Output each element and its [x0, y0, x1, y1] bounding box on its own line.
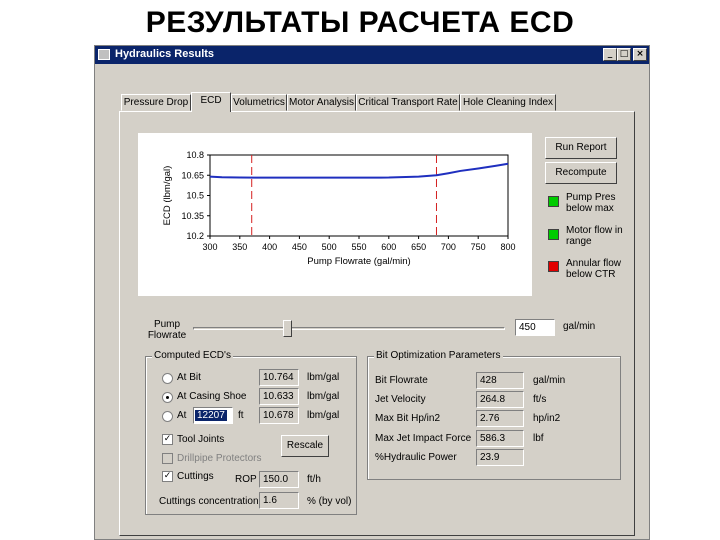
rop-value[interactable]: 150.0: [259, 471, 299, 488]
tool-joints-label: Tool Joints: [177, 434, 225, 445]
tab-critical-transport-rate[interactable]: Critical Transport Rate: [356, 94, 460, 111]
rop-label: ROP: [235, 474, 257, 485]
jet-velocity-unit: ft/s: [533, 394, 547, 405]
at-casing-shoe-unit: lbm/gal: [307, 391, 340, 402]
bit-flowrate-unit: gal/min: [533, 375, 566, 386]
depth-unit: ft: [238, 410, 244, 421]
y-tick-label: 10.2: [186, 231, 204, 241]
tab-pressure-drop[interactable]: Pressure Drop: [121, 94, 191, 111]
max-bit-hp-label: Max Bit Hp/in2: [375, 413, 441, 424]
x-tick-label: 550: [351, 242, 366, 252]
close-button[interactable]: ×: [633, 48, 647, 61]
depth-input[interactable]: 12207: [193, 407, 233, 424]
bit-flowrate-value: 428: [476, 372, 524, 389]
tab-volumetrics[interactable]: Volumetrics: [231, 94, 287, 111]
computed-ecds-title: Computed ECD's: [152, 350, 233, 361]
cuttings-concentration-value: 1.6: [259, 492, 299, 509]
max-jet-impact-label: Max Jet Impact Force: [375, 433, 472, 444]
max-jet-impact-value: 586.3: [476, 430, 524, 447]
drillpipe-protectors-label: Drillpipe Protectors: [177, 453, 262, 464]
ecd-chart-svg: 300 350 400 450 500 550 600 650 700 750 800 10.8 10.…: [162, 150, 516, 267]
x-tick-label: 500: [322, 242, 337, 252]
y-tick-label: 10.5: [186, 191, 204, 201]
pump-pressure-indicator: [548, 196, 559, 207]
title-bar[interactable]: Hydraulics Results _ □ ×: [95, 46, 649, 64]
minimize-button[interactable]: _: [603, 48, 617, 61]
bit-optimization-group: Bit Optimization Parameters: [367, 350, 621, 480]
tab-hole-cleaning-index[interactable]: Hole Cleaning Index: [460, 94, 556, 111]
x-tick-label: 300: [202, 242, 217, 252]
at-bit-label: At Bit: [177, 372, 201, 383]
at-casing-shoe-label: At Casing Shoe: [177, 391, 247, 402]
tab-motor-analysis[interactable]: Motor Analysis: [287, 94, 356, 111]
drillpipe-protectors-checkbox[interactable]: [162, 453, 173, 464]
x-tick-label: 450: [292, 242, 307, 252]
tool-joints-checkbox[interactable]: ✓: [162, 434, 173, 445]
maximize-button[interactable]: □: [617, 48, 631, 61]
at-bit-ecd-value: 10.764: [259, 369, 299, 386]
annular-flow-indicator-label: Annular flow below CTR: [566, 258, 622, 280]
hydraulic-power-label: %Hydraulic Power: [375, 452, 457, 463]
y-tick-label: 10.65: [181, 170, 204, 180]
at-depth-radio[interactable]: [162, 411, 173, 422]
window-title: Hydraulics Results: [115, 48, 215, 60]
motor-flow-indicator: [548, 229, 559, 240]
bit-flowrate-label: Bit Flowrate: [375, 375, 428, 386]
y-axis-label: ECD (lbm/gal): [162, 166, 173, 226]
max-bit-hp-unit: hp/in2: [533, 413, 561, 424]
x-tick-label: 400: [262, 242, 277, 252]
app-icon: [98, 49, 110, 60]
ecd-tab-panel: [119, 111, 635, 536]
at-casing-shoe-ecd-value: 10.633: [259, 388, 299, 405]
jet-velocity-value: 264.8: [476, 391, 524, 408]
pump-flowrate-input[interactable]: 450: [515, 319, 555, 336]
plot-area: [209, 154, 509, 237]
rescale-button[interactable]: Rescale: [281, 435, 329, 457]
ecd-chart: 300 350 400 450 500 550 600 650 700 750 800 10.8 10.…: [138, 133, 532, 296]
y-tick-label: 10.8: [186, 150, 204, 160]
x-tick-label: 600: [381, 242, 396, 252]
at-bit-radio[interactable]: [162, 373, 173, 384]
max-jet-impact-unit: lbf: [533, 433, 544, 444]
cuttings-label: Cuttings: [177, 471, 214, 482]
pump-flowrate-slider-track[interactable]: [193, 327, 505, 330]
cuttings-concentration-label: Cuttings concentration: [159, 496, 259, 507]
run-report-button[interactable]: Run Report: [545, 137, 617, 159]
pump-flowrate-unit: gal/min: [563, 321, 596, 332]
max-bit-hp-value: 2.76: [476, 410, 524, 427]
depth-input-value: 12207: [195, 410, 227, 421]
x-tick-label: 350: [232, 242, 247, 252]
cuttings-checkbox[interactable]: ✓: [162, 471, 173, 482]
jet-velocity-label: Jet Velocity: [375, 394, 426, 405]
pump-flowrate-slider-thumb[interactable]: [282, 320, 292, 337]
tab-ecd[interactable]: ECD: [191, 92, 231, 112]
x-tick-label: 650: [411, 242, 426, 252]
x-tick-label: 750: [471, 242, 486, 252]
y-tick-label: 10.35: [181, 211, 204, 221]
cuttings-concentration-unit: % (by vol): [307, 496, 352, 507]
bit-optimization-title: Bit Optimization Parameters: [374, 350, 503, 361]
x-tick-label: 800: [500, 242, 515, 252]
ecd-series-line: [209, 162, 509, 179]
pump-flowrate-label: Pump Flowrate: [147, 319, 187, 341]
recompute-button[interactable]: Recompute: [545, 162, 617, 184]
x-axis-label: Pump Flowrate (gal/min): [307, 256, 410, 267]
at-depth-ecd-value: 10.678: [259, 407, 299, 424]
slide-title: РЕЗУЛЬТАТЫ РАСЧЕТА ECD: [145, 6, 575, 39]
pump-pressure-indicator-label: Pump Pres below max: [566, 192, 616, 214]
motor-flow-indicator-label: Motor flow in range: [566, 225, 623, 247]
computed-ecds-group: Computed ECD's: [145, 350, 357, 515]
x-tick-label: 700: [441, 242, 456, 252]
at-depth-label: At: [177, 410, 187, 421]
at-bit-unit: lbm/gal: [307, 372, 340, 383]
annular-flow-indicator: [548, 261, 559, 272]
rop-unit: ft/h: [307, 474, 321, 485]
hydraulic-power-value: 23.9: [476, 449, 524, 466]
at-depth-unit: lbm/gal: [307, 410, 340, 421]
at-casing-shoe-radio[interactable]: [162, 392, 173, 403]
hydraulics-results-window: Hydraulics Results _ □ × Pressure Drop E…: [94, 45, 650, 540]
